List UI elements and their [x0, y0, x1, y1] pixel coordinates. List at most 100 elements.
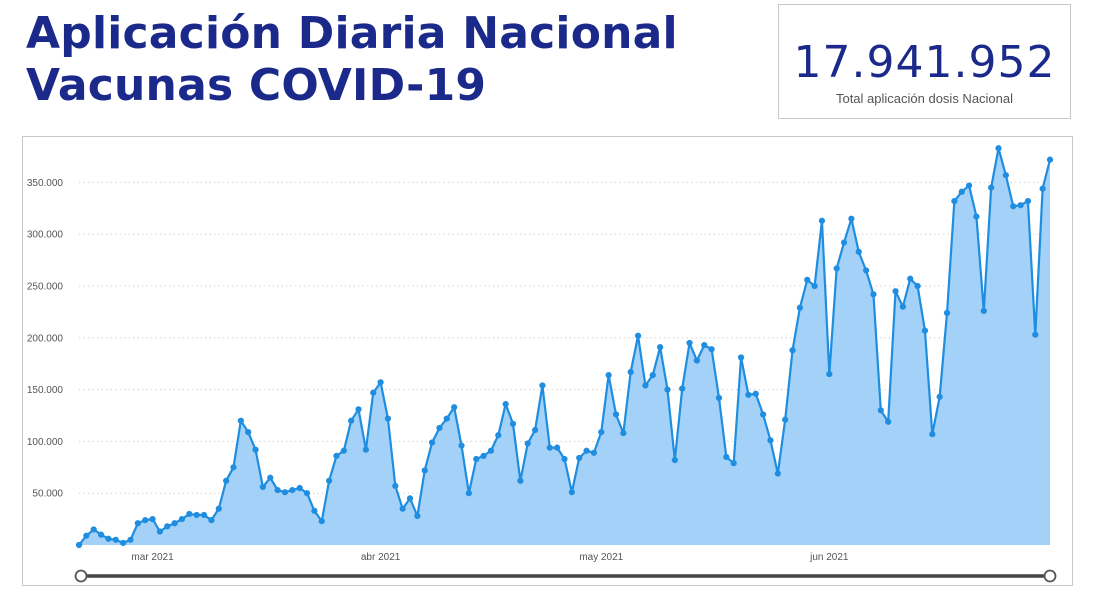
data-point[interactable]	[1010, 203, 1017, 210]
data-point[interactable]	[333, 452, 340, 460]
data-point[interactable]	[443, 415, 450, 422]
data-point[interactable]	[289, 487, 296, 494]
data-point[interactable]	[1046, 156, 1054, 163]
data-point[interactable]	[193, 511, 200, 519]
data-point[interactable]	[509, 420, 517, 427]
data-point[interactable]	[1039, 185, 1046, 192]
data-point[interactable]	[311, 507, 318, 514]
range-slider-end-handle[interactable]	[1043, 569, 1057, 583]
data-point[interactable]	[760, 411, 767, 418]
data-point[interactable]	[767, 437, 774, 444]
data-point[interactable]	[517, 477, 524, 484]
data-point[interactable]	[671, 456, 678, 464]
data-point[interactable]	[554, 444, 561, 451]
data-point[interactable]	[782, 416, 789, 423]
data-point[interactable]	[502, 401, 509, 408]
data-point[interactable]	[899, 303, 906, 310]
data-point[interactable]	[208, 517, 215, 524]
data-point[interactable]	[267, 474, 274, 481]
data-point[interactable]	[1002, 172, 1009, 179]
range-slider-start-handle[interactable]	[74, 569, 88, 583]
data-point[interactable]	[973, 213, 980, 220]
data-point[interactable]	[568, 489, 575, 496]
data-point[interactable]	[318, 518, 325, 525]
data-point[interactable]	[686, 339, 693, 347]
data-point[interactable]	[215, 505, 222, 512]
data-point[interactable]	[988, 184, 995, 191]
data-point[interactable]	[943, 309, 951, 317]
data-point[interactable]	[274, 487, 281, 494]
data-point[interactable]	[914, 282, 921, 290]
data-point[interactable]	[907, 275, 914, 282]
data-point[interactable]	[473, 455, 480, 463]
data-point[interactable]	[414, 512, 421, 520]
data-point[interactable]	[789, 347, 796, 354]
data-point[interactable]	[737, 354, 745, 361]
daily-doses-chart-card[interactable]: 50.000 100.000 150.000 200.000 250.000 300.00…	[22, 136, 1073, 586]
data-point[interactable]	[701, 341, 708, 349]
data-point[interactable]	[885, 418, 892, 425]
data-point[interactable]	[590, 449, 598, 456]
data-point[interactable]	[377, 379, 384, 386]
data-point[interactable]	[649, 372, 656, 379]
data-point[interactable]	[370, 389, 377, 396]
data-point[interactable]	[230, 464, 237, 471]
data-point[interactable]	[495, 432, 502, 439]
data-point[interactable]	[458, 442, 465, 449]
data-point[interactable]	[465, 490, 472, 497]
data-point[interactable]	[531, 426, 539, 434]
data-point[interactable]	[826, 370, 833, 378]
data-point[interactable]	[664, 386, 671, 393]
data-point[interactable]	[120, 539, 127, 547]
data-point[interactable]	[451, 404, 458, 411]
data-point[interactable]	[980, 307, 987, 314]
data-point[interactable]	[598, 428, 605, 436]
data-point[interactable]	[178, 516, 186, 523]
data-point[interactable]	[612, 411, 620, 418]
data-point[interactable]	[156, 528, 164, 535]
data-point[interactable]	[605, 372, 612, 379]
data-point[interactable]	[281, 489, 289, 496]
data-point[interactable]	[142, 517, 149, 524]
data-point[interactable]	[348, 417, 355, 424]
data-point[interactable]	[693, 357, 701, 364]
data-point[interactable]	[892, 288, 899, 295]
data-point[interactable]	[627, 368, 634, 376]
data-point[interactable]	[870, 291, 877, 298]
data-point[interactable]	[929, 431, 936, 438]
data-point[interactable]	[436, 424, 443, 432]
data-point[interactable]	[1032, 331, 1039, 338]
data-point[interactable]	[657, 344, 664, 351]
data-point[interactable]	[127, 536, 134, 543]
data-point[interactable]	[679, 385, 686, 392]
data-point[interactable]	[752, 390, 759, 397]
data-point[interactable]	[818, 217, 826, 224]
data-point[interactable]	[620, 430, 627, 437]
data-point[interactable]	[480, 452, 487, 460]
data-point[interactable]	[995, 145, 1002, 152]
data-point[interactable]	[355, 406, 362, 413]
data-point[interactable]	[97, 531, 105, 538]
data-point[interactable]	[804, 276, 811, 283]
data-point[interactable]	[384, 415, 392, 422]
data-point[interactable]	[200, 511, 208, 519]
data-point[interactable]	[399, 505, 406, 512]
data-point[interactable]	[428, 439, 436, 446]
data-point[interactable]	[796, 304, 803, 311]
data-point[interactable]	[406, 495, 414, 502]
data-point[interactable]	[546, 444, 553, 451]
data-point[interactable]	[112, 536, 119, 543]
data-point[interactable]	[164, 523, 171, 530]
data-point[interactable]	[237, 417, 244, 424]
data-point[interactable]	[745, 391, 752, 398]
data-point[interactable]	[951, 197, 958, 205]
data-point[interactable]	[936, 393, 943, 400]
data-point[interactable]	[863, 267, 870, 274]
data-point[interactable]	[75, 541, 83, 549]
data-point[interactable]	[186, 510, 193, 518]
data-point[interactable]	[833, 265, 840, 272]
kpi-card-total-doses[interactable]: 17.941.952 Total aplicación dosis Nacion…	[778, 4, 1071, 119]
data-point[interactable]	[811, 282, 818, 290]
data-point[interactable]	[1024, 197, 1032, 205]
data-point[interactable]	[561, 455, 568, 463]
